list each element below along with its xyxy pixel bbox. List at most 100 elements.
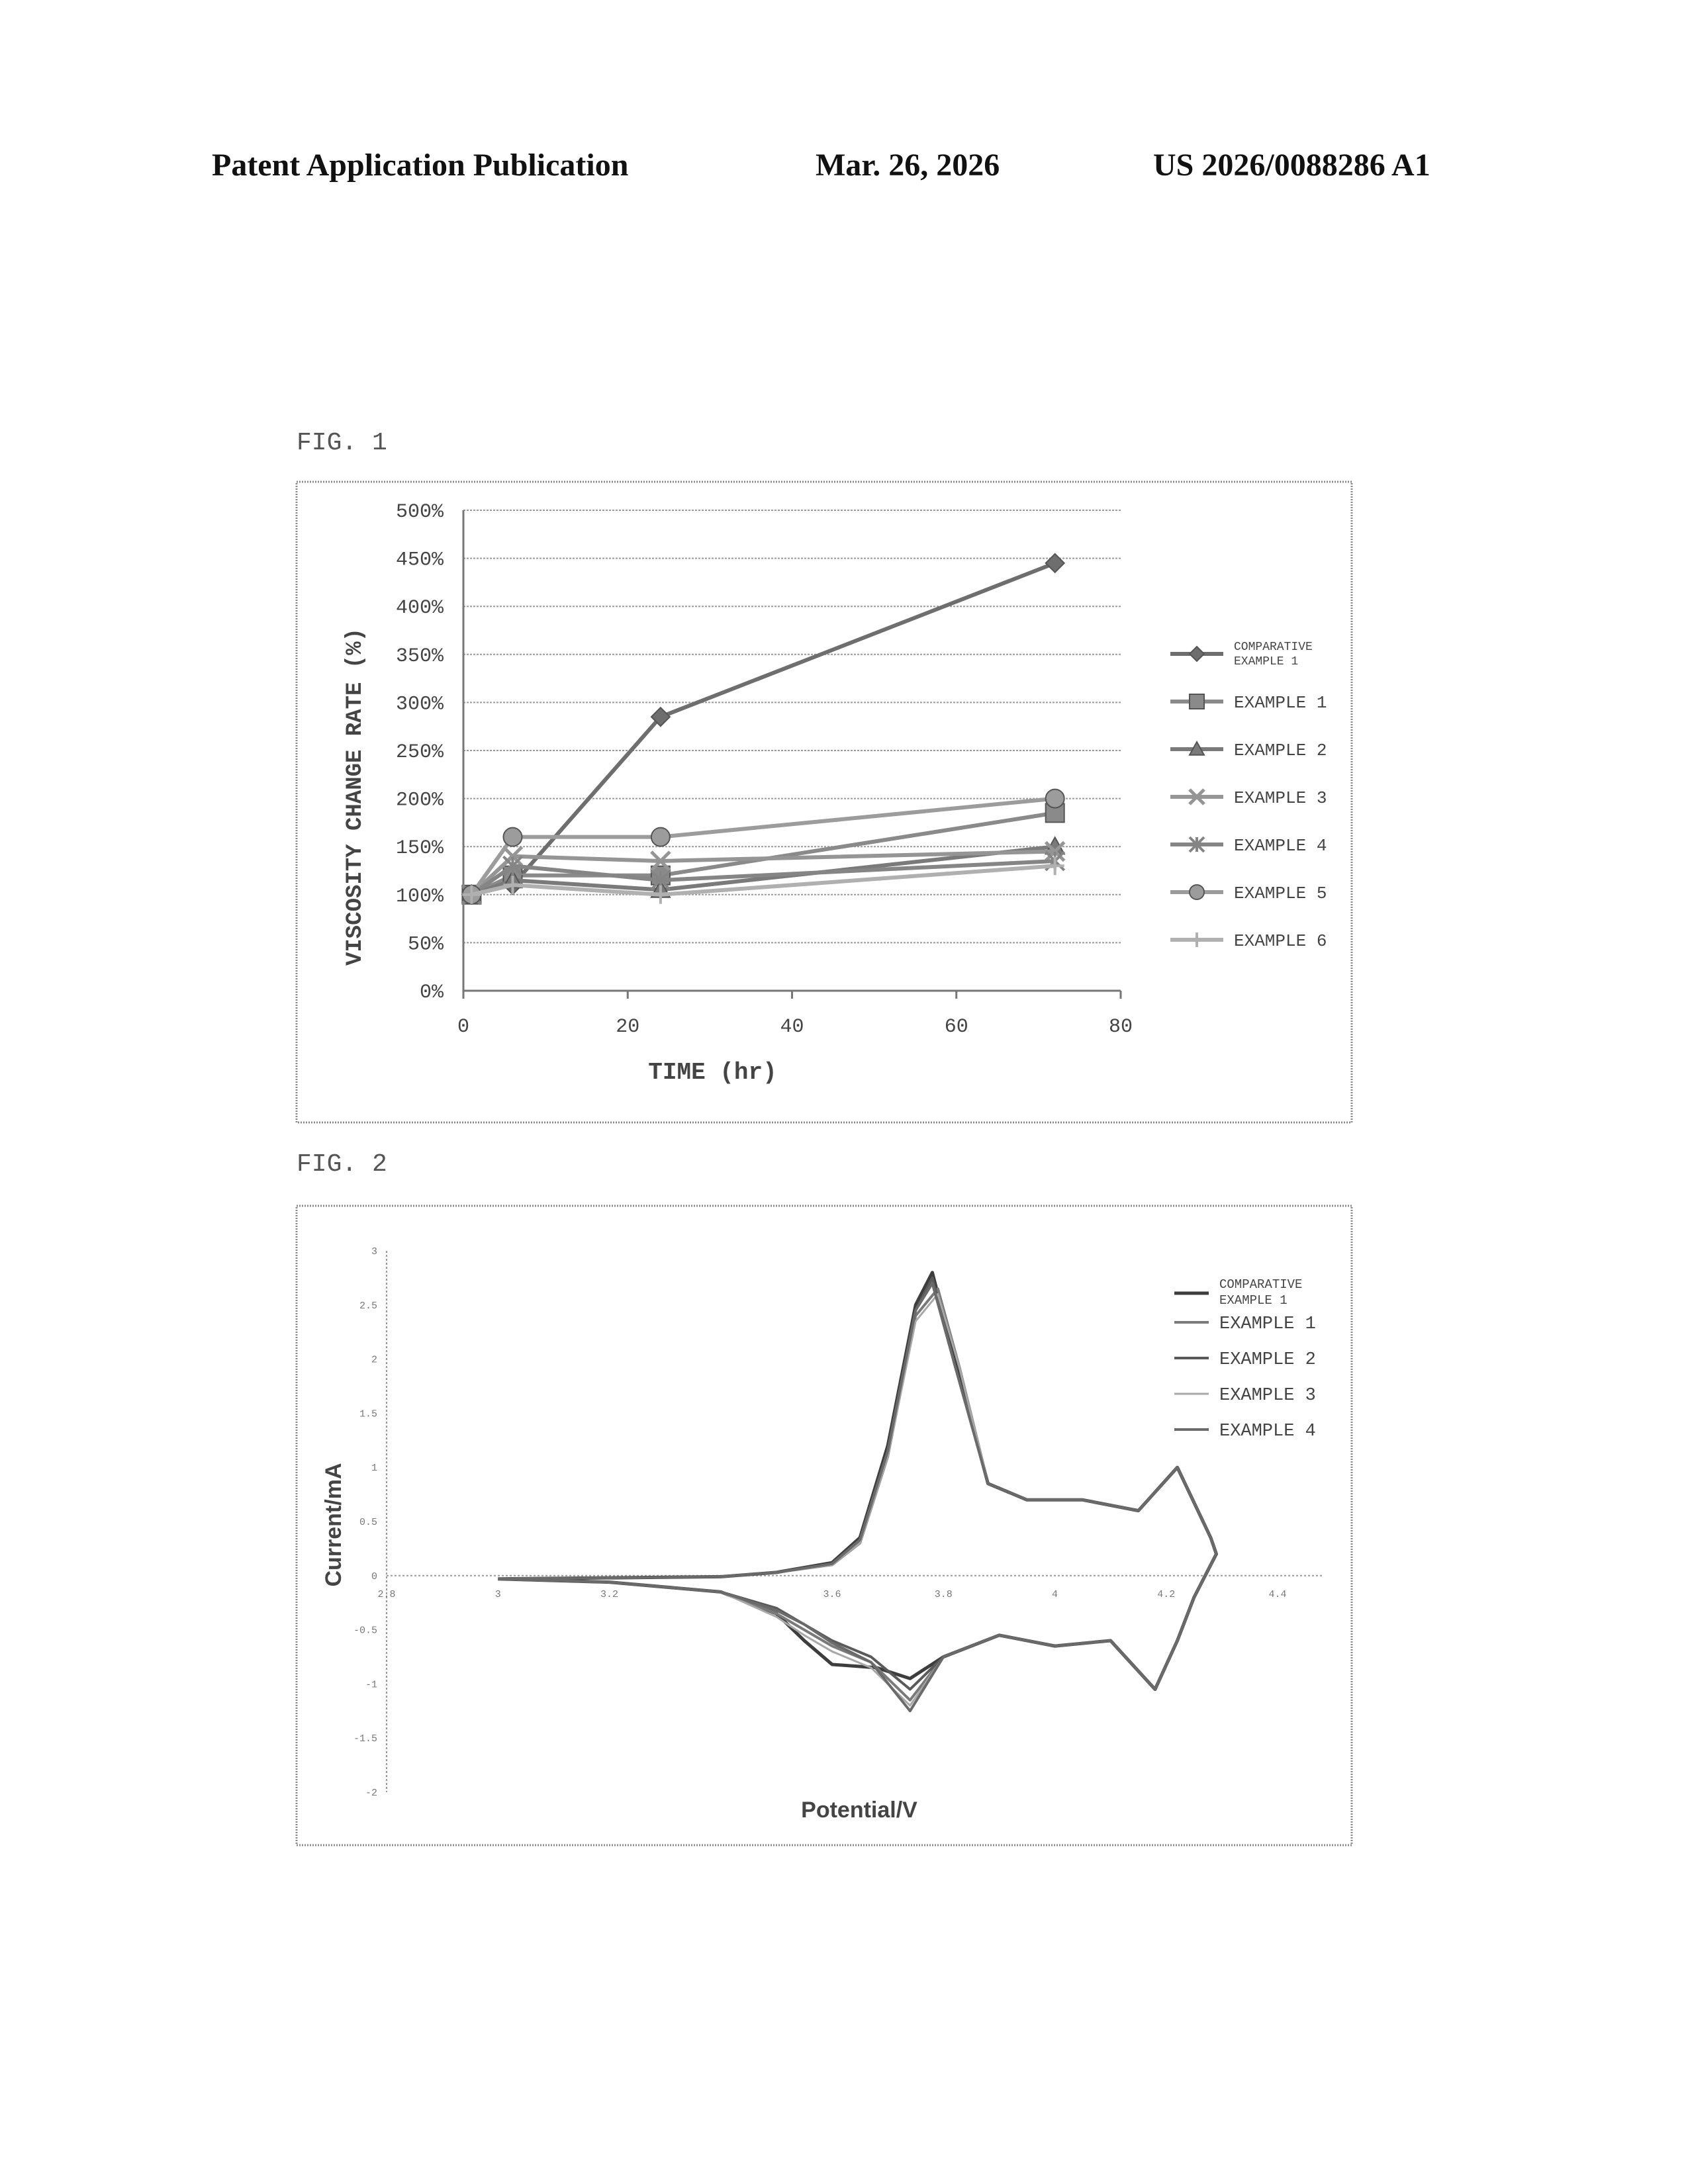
legend-entry: COMPARATIVE EXAMPLE 1 — [1170, 641, 1313, 668]
y-tick-label: 450% — [396, 549, 444, 572]
legend-entry: EXAMPLE 4 — [1170, 836, 1327, 856]
legend-label: EXAMPLE 2 — [1219, 1350, 1316, 1370]
y-tick-label: 200% — [396, 790, 444, 812]
data-point — [1189, 694, 1205, 709]
x-tick-label: 3.6 — [823, 1589, 841, 1600]
series-line — [498, 1282, 1218, 1713]
data-point — [502, 845, 524, 867]
y-tick-label: 0.5 — [359, 1517, 377, 1528]
x-tick-label: 4.2 — [1157, 1589, 1175, 1600]
fig1-chart: 0% 50% 100% 150% 200% 250% 300% 350% 400% 450% 500… — [343, 501, 1327, 1086]
data-point — [1045, 856, 1064, 876]
data-point — [1188, 740, 1205, 756]
y-tick-label: -2 — [365, 1788, 377, 1799]
legend-entry: EXAMPLE 6 — [1170, 931, 1327, 951]
series-1 — [498, 1287, 1218, 1702]
series-2 — [498, 1276, 1218, 1691]
data-point — [650, 850, 671, 872]
legend-label: EXAMPLE 4 — [1219, 1422, 1316, 1441]
y-tick-label: 1 — [371, 1463, 377, 1474]
series-line — [498, 1293, 1217, 1707]
data-point — [650, 827, 671, 847]
data-point — [1045, 553, 1066, 574]
legend-label: COMPARATIVE EXAMPLE 1 — [1219, 1277, 1302, 1308]
y-tick-label: -1 — [365, 1679, 377, 1690]
y-axis-title: VISCOSITY CHANGE RATE (%) — [343, 628, 368, 966]
x-tick-label: 4 — [1052, 1589, 1058, 1600]
x-axis-title: Potential/V — [801, 1797, 917, 1823]
fig2-frame — [295, 1205, 1353, 1846]
publication-number: US 2026/0088286 A1 — [1153, 148, 1430, 183]
legend-label: EXAMPLE 3 — [1219, 1386, 1316, 1406]
data-point — [1188, 645, 1205, 662]
legend-label: EXAMPLE 3 — [1234, 788, 1327, 808]
x-tick-label: 0 — [457, 1016, 469, 1038]
legend-label-line: EXAMPLE 1 — [1219, 1293, 1288, 1308]
y-tick-label: 300% — [396, 693, 444, 715]
fig2-label: FIG. 2 — [297, 1150, 387, 1179]
data-point — [651, 885, 670, 904]
y-tick-label: 100% — [396, 886, 444, 908]
x-axis-title: TIME (hr) — [648, 1059, 776, 1086]
legend-label: EXAMPLE 6 — [1234, 931, 1327, 951]
data-point — [503, 876, 522, 895]
series-line — [471, 811, 1056, 897]
legend-entry: EXAMPLE 3 — [1170, 788, 1327, 808]
x-tick-label: 60 — [945, 1016, 968, 1038]
y-tick-label: -1.5 — [353, 1733, 377, 1745]
y-tick-label: 2 — [371, 1355, 377, 1366]
series-line — [469, 796, 1055, 896]
series-3 — [498, 1293, 1217, 1707]
y-tick-label: 50% — [408, 933, 444, 956]
data-point — [1189, 884, 1205, 900]
fig2-chart: 3 2.5 2 1.5 1 0.5 0 -0.5 -1 -1.5 -2 2.8 3 3.2 3.6 3.8 4 4… — [321, 1246, 1324, 1823]
legend-entry: EXAMPLE 5 — [1170, 884, 1327, 903]
publication-date: Mar. 26, 2026 — [816, 148, 1000, 183]
data-point — [1045, 788, 1065, 809]
x-tick-label: 3.8 — [935, 1589, 953, 1600]
legend-label: COMPARATIVE EXAMPLE 1 — [1234, 641, 1313, 668]
legend-entry: EXAMPLE 2 — [1174, 1350, 1316, 1370]
y-tick-label: 1.5 — [359, 1408, 377, 1420]
y-tick-label: 250% — [396, 741, 444, 764]
legend-label: EXAMPLE 1 — [1234, 693, 1327, 713]
series-line — [471, 864, 1055, 897]
y-tick-label: 2.5 — [359, 1300, 377, 1312]
legend-label-line: EXAMPLE 1 — [1234, 655, 1298, 668]
y-tick-label: 150% — [396, 837, 444, 860]
data-point — [502, 827, 523, 847]
legend-label: EXAMPLE 2 — [1234, 741, 1327, 760]
data-point — [1044, 841, 1066, 862]
legend-entry: EXAMPLE 4 — [1174, 1422, 1316, 1441]
y-tick-label: 3 — [371, 1246, 377, 1257]
legend-entry: EXAMPLE 2 — [1170, 740, 1327, 760]
data-point — [462, 885, 481, 904]
publication-type: Patent Application Publication — [212, 148, 629, 183]
legend-label: EXAMPLE 1 — [1219, 1314, 1316, 1334]
legend-label: EXAMPLE 4 — [1234, 836, 1327, 856]
x-tick-label: 2.8 — [377, 1589, 395, 1600]
legend-label-line: COMPARATIVE — [1234, 641, 1313, 654]
legend-entry: EXAMPLE 1 — [1174, 1314, 1316, 1334]
x-tick-label: 3.2 — [600, 1589, 618, 1600]
series-line — [498, 1287, 1218, 1702]
fig1-frame — [295, 480, 1353, 1124]
x-tick-label: 80 — [1109, 1016, 1133, 1038]
legend-entry: EXAMPLE 1 — [1170, 693, 1327, 713]
data-point — [1188, 788, 1205, 805]
x-tick-label: 3 — [495, 1589, 501, 1600]
series-line — [471, 844, 1056, 897]
y-tick-label: 0% — [420, 981, 444, 1004]
legend-label: EXAMPLE 5 — [1234, 884, 1327, 903]
series-line — [498, 1276, 1218, 1691]
series-6 — [462, 856, 1064, 904]
series-line — [470, 858, 1055, 897]
y-tick-label: 500% — [396, 501, 444, 523]
series-line — [470, 849, 1055, 896]
y-tick-label: 350% — [396, 645, 444, 668]
series-0 — [498, 1271, 1218, 1692]
legend-label-line: COMPARATIVE — [1219, 1277, 1302, 1292]
y-tick-label: 0 — [371, 1571, 377, 1582]
legend-entry: COMPARATIVE EXAMPLE 1 — [1174, 1277, 1302, 1308]
